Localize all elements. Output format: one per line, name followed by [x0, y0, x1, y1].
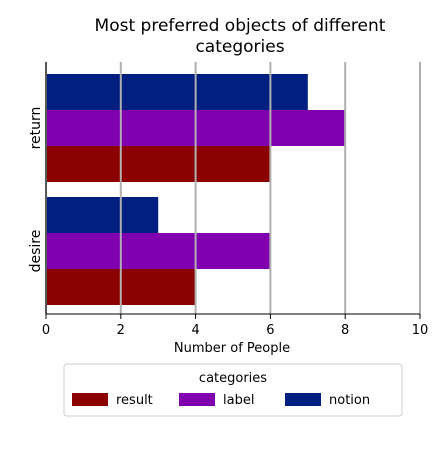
legend-swatch-result: [72, 393, 108, 406]
axes: return desire 0 2 4 6 8 10: [28, 62, 428, 338]
x-tick-label-2: 2: [117, 323, 125, 338]
category-label-return: return: [28, 107, 44, 150]
legend: categories result label notion: [63, 363, 403, 417]
category-label-desire: desire: [28, 230, 44, 273]
bar-desire-notion: [46, 197, 159, 233]
x-tick-label-8: 8: [341, 323, 349, 338]
bar-desire-label: [46, 233, 271, 269]
legend-swatch-notion: [285, 393, 321, 406]
bars: [45, 62, 421, 314]
legend-title: categories: [199, 371, 267, 386]
legend-label-label: label: [223, 393, 254, 408]
chart-title-line-1: Most preferred objects of different: [95, 16, 386, 36]
x-tick-label-6: 6: [266, 323, 274, 338]
bar-return-notion: [46, 74, 308, 110]
x-axis-label: Number of People: [174, 341, 290, 356]
legend-label-result: result: [116, 393, 153, 408]
x-tick-label-4: 4: [191, 323, 199, 338]
x-tick-label-10: 10: [412, 323, 429, 338]
legend-swatch-label: [179, 393, 215, 406]
chart-title-line-2: categories: [195, 37, 284, 57]
legend-label-notion: notion: [329, 393, 370, 408]
bar-return-result: [46, 146, 271, 182]
x-tick-label-0: 0: [42, 323, 50, 338]
